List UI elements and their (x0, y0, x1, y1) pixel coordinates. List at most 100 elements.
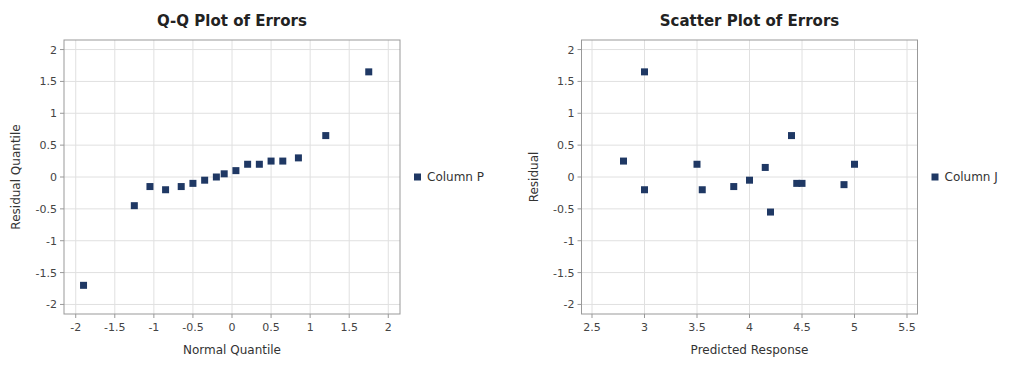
point (213, 174, 220, 181)
grid-line-y (64, 81, 400, 82)
tick-y (60, 145, 64, 146)
tick-y (60, 113, 64, 114)
tick-label-y: 1.5 (557, 75, 575, 88)
tick-x (271, 314, 272, 318)
tick-x (232, 314, 233, 318)
tick-x (75, 314, 76, 318)
tick-x (153, 314, 154, 318)
point (365, 68, 372, 75)
tick-label-y: -1.5 (553, 267, 574, 280)
plot-frame (582, 40, 918, 314)
tick-y (60, 240, 64, 241)
tick-y (60, 49, 64, 50)
point (730, 183, 737, 190)
point (279, 158, 286, 165)
point (746, 177, 753, 184)
tick-x (854, 314, 855, 318)
tick-label-x: 1.5 (340, 321, 358, 334)
grid-line-y (64, 49, 400, 50)
point (767, 209, 774, 216)
y-axis-label: Residual Quantile (9, 124, 23, 229)
point (641, 68, 648, 75)
tick-y (60, 304, 64, 305)
tick-label-x: -2 (70, 321, 81, 334)
tick-label-y: 0 (568, 171, 575, 184)
tick-label-y: -0.5 (553, 203, 574, 216)
tick-label-y: 0.5 (557, 139, 575, 152)
point (80, 282, 87, 289)
grid-line-y (582, 304, 918, 305)
legend: Column J (932, 170, 998, 184)
x-axis-label: Normal Quantile (183, 343, 281, 357)
tick-label-x: 4 (746, 321, 753, 334)
tick-label-y: 0 (50, 171, 57, 184)
tick-label-y: 1.5 (40, 75, 58, 88)
tick-label-x: 5 (851, 321, 858, 334)
tick-label-x: -0.5 (182, 321, 203, 334)
point (201, 177, 208, 184)
tick-label-x: 3 (641, 321, 648, 334)
y-axis-label: Residual (527, 152, 541, 203)
grid-line-y (582, 240, 918, 241)
chart-title: Scatter Plot of Errors (660, 12, 840, 30)
tick-y (60, 208, 64, 209)
tick-label-y: -1 (46, 235, 57, 248)
grid-line-y (64, 304, 400, 305)
tick-y (578, 240, 582, 241)
grid-line-y (582, 208, 918, 209)
point (641, 186, 648, 193)
tick-label-y: 2 (568, 44, 575, 57)
panel: 2.533.544.555.5-2-1.5-1-0.500.511.52Scat… (527, 12, 998, 357)
grid-line-y (582, 145, 918, 146)
panel: -2-1.5-1-0.500.511.52-2-1.5-1-0.500.511.… (9, 12, 484, 357)
tick-label-x: 0 (229, 321, 236, 334)
tick-x (907, 314, 908, 318)
grid-line-y (64, 113, 400, 114)
point (851, 161, 858, 168)
tick-x (310, 314, 311, 318)
grid-line-y (64, 177, 400, 178)
tick-label-y: -1 (564, 235, 575, 248)
point (699, 186, 706, 193)
grid-line-y (64, 145, 400, 146)
tick-x (114, 314, 115, 318)
plot-frame (64, 40, 400, 314)
tick-x (802, 314, 803, 318)
x-axis-label: Predicted Response (691, 343, 809, 357)
point (799, 180, 806, 187)
point (162, 186, 169, 193)
tick-label-x: 3.5 (688, 321, 706, 334)
tick-x (192, 314, 193, 318)
legend-label: Column J (945, 170, 998, 184)
grid (64, 40, 400, 314)
tick-label-y: -1.5 (36, 267, 57, 280)
points (80, 68, 372, 288)
tick-y (60, 272, 64, 273)
point (322, 132, 329, 139)
tick-label-y: -2 (564, 298, 575, 311)
chart-root: -2-1.5-1-0.500.511.52-2-1.5-1-0.500.511.… (0, 0, 1035, 376)
point (232, 167, 239, 174)
tick-x (644, 314, 645, 318)
tick-x (749, 314, 750, 318)
grid-line-y (582, 49, 918, 50)
tick-label-y: 2 (50, 44, 57, 57)
tick-label-x: 5.5 (898, 321, 916, 334)
chart-svg: -2-1.5-1-0.500.511.52-2-1.5-1-0.500.511.… (0, 0, 1035, 376)
point (256, 161, 263, 168)
tick-label-y: 1 (50, 107, 57, 120)
legend-label: Column P (427, 170, 484, 184)
point (131, 202, 138, 209)
tick-label-x: 2.5 (583, 321, 601, 334)
points (620, 68, 858, 215)
point (762, 164, 769, 171)
tick-x (592, 314, 593, 318)
tick-label-x: -1.5 (104, 321, 125, 334)
legend-swatch (414, 174, 421, 181)
tick-y (578, 177, 582, 178)
legend: Column P (414, 170, 484, 184)
tick-label-x: 2 (385, 321, 392, 334)
grid-line-y (64, 240, 400, 241)
tick-x (349, 314, 350, 318)
chart-title: Q-Q Plot of Errors (157, 12, 307, 30)
